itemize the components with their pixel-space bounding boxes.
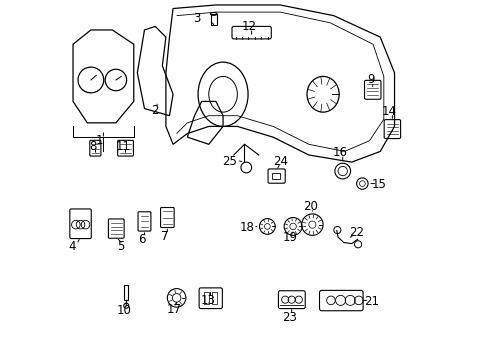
Text: 12: 12 bbox=[242, 20, 257, 33]
Bar bbox=[124, 285, 128, 300]
Text: 15: 15 bbox=[371, 178, 386, 191]
Text: 3: 3 bbox=[193, 12, 201, 25]
Text: 22: 22 bbox=[348, 226, 363, 239]
Text: 13: 13 bbox=[201, 293, 215, 306]
Bar bbox=[210, 14, 217, 24]
Text: 6: 6 bbox=[138, 233, 145, 246]
Text: 10: 10 bbox=[116, 304, 131, 317]
Text: 19: 19 bbox=[283, 231, 298, 244]
Text: 20: 20 bbox=[302, 200, 317, 213]
Text: 4: 4 bbox=[68, 240, 76, 253]
Text: 5: 5 bbox=[117, 240, 125, 253]
Text: 9: 9 bbox=[366, 73, 374, 86]
Text: 21: 21 bbox=[363, 295, 378, 308]
Text: 24: 24 bbox=[272, 155, 287, 168]
Text: 14: 14 bbox=[381, 105, 396, 118]
Bar bbox=[211, 292, 217, 304]
Text: 7: 7 bbox=[161, 230, 168, 243]
Bar bbox=[203, 292, 209, 304]
Bar bbox=[272, 173, 280, 179]
Text: 17: 17 bbox=[166, 303, 181, 316]
Text: 11: 11 bbox=[115, 140, 130, 153]
Text: 18: 18 bbox=[239, 221, 254, 234]
Text: 8: 8 bbox=[89, 140, 97, 153]
Text: 23: 23 bbox=[281, 311, 296, 324]
Text: 2: 2 bbox=[150, 104, 158, 117]
Text: 1: 1 bbox=[96, 134, 103, 147]
Text: 25: 25 bbox=[222, 155, 237, 168]
Text: 16: 16 bbox=[332, 147, 347, 159]
